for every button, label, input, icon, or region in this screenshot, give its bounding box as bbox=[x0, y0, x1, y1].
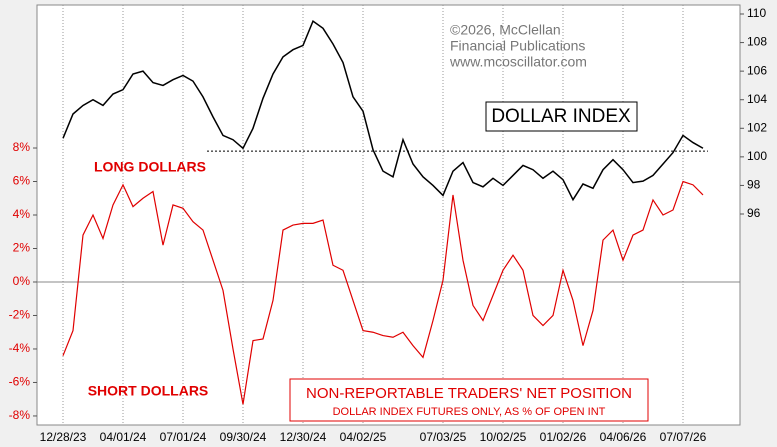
series-line bbox=[62, 19, 704, 202]
x-tick-label: 07/01/24 bbox=[160, 430, 207, 444]
series-line bbox=[62, 180, 704, 405]
legend-box bbox=[289, 378, 649, 422]
y-tick-label: 6% bbox=[13, 174, 31, 188]
annotation: LONG DOLLARS bbox=[94, 159, 206, 175]
y2-tick-label: 104 bbox=[747, 92, 767, 106]
y-tick-label: -4% bbox=[9, 341, 31, 355]
copyright: ©2026, McClellan bbox=[450, 22, 561, 38]
note: DOLLAR INDEX FUTURES ONLY, AS % OF OPEN … bbox=[333, 406, 606, 418]
y-tick-label: 8% bbox=[13, 140, 31, 154]
x-tick-label: 10/02/25 bbox=[480, 430, 527, 444]
y2-tick-label: 102 bbox=[747, 120, 767, 134]
legend-label: NON-REPORTABLE TRADERS' NET POSITION bbox=[306, 385, 632, 402]
y-tick-label: 0% bbox=[13, 274, 31, 288]
y-tick-label: -6% bbox=[9, 375, 31, 389]
y2-tick-label: 98 bbox=[747, 178, 761, 192]
y-tick-label: 2% bbox=[13, 241, 31, 255]
y2-tick-label: 100 bbox=[747, 149, 767, 163]
y2-tick-label: 106 bbox=[747, 63, 767, 77]
plot-area bbox=[36, 4, 741, 426]
x-tick-label: 12/30/24 bbox=[280, 430, 327, 444]
x-tick-label: 12/28/23 bbox=[40, 430, 87, 444]
y2-tick-label: 96 bbox=[747, 206, 761, 220]
legend-box bbox=[485, 101, 638, 132]
x-tick-label: 04/06/26 bbox=[600, 430, 647, 444]
legend-label: DOLLAR INDEX bbox=[491, 106, 631, 127]
copyright: Financial Publications bbox=[450, 38, 585, 54]
x-tick-label: 04/02/25 bbox=[340, 430, 387, 444]
y-tick-label: -8% bbox=[9, 408, 31, 422]
y2-tick-label: 108 bbox=[747, 35, 767, 49]
x-tick-label: 04/01/24 bbox=[100, 430, 147, 444]
annotation: SHORT DOLLARS bbox=[88, 383, 209, 399]
y-tick-label: -2% bbox=[9, 308, 31, 322]
x-tick-label: 07/07/26 bbox=[660, 430, 707, 444]
y-tick-label: 4% bbox=[13, 207, 31, 221]
copyright: www.mcoscillator.com bbox=[449, 54, 587, 70]
x-tick-label: 01/02/26 bbox=[540, 430, 587, 444]
y2-tick-label: 110 bbox=[747, 6, 766, 20]
x-tick-label: 09/30/24 bbox=[220, 430, 267, 444]
x-tick-label: 07/03/25 bbox=[420, 430, 467, 444]
